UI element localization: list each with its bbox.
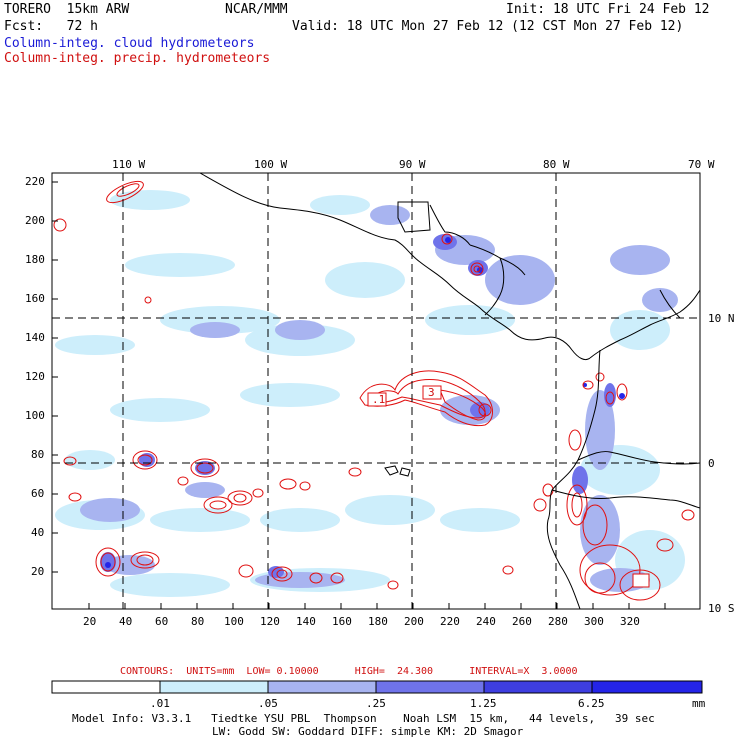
colorbar-label-625: 6.25 xyxy=(578,697,605,710)
y-tick-marks xyxy=(52,181,58,573)
lon-label-80w: 80 W xyxy=(543,158,570,171)
colorbar-label-005: .05 xyxy=(258,697,278,710)
lon-label-90w: 90 W xyxy=(399,158,426,171)
y-tick-120: 120 xyxy=(25,370,45,383)
colorbar-label-001: .01 xyxy=(150,697,170,710)
y-tick-220: 220 xyxy=(25,175,45,188)
x-tick-220: 220 xyxy=(440,615,460,628)
x-tick-80: 80 xyxy=(191,615,205,628)
x-tick-160: 160 xyxy=(332,615,352,628)
x-tick-280: 280 xyxy=(548,615,568,628)
x-tick-240: 240 xyxy=(476,615,496,628)
x-tick-100: 100 xyxy=(224,615,244,628)
precip-contours xyxy=(53,180,695,601)
coastlines xyxy=(199,173,700,609)
contour-label-1: .1 xyxy=(372,393,386,406)
lat-label-0: 0 xyxy=(708,457,715,470)
x-tick-40: 40 xyxy=(119,615,133,628)
y-tick-180: 180 xyxy=(25,253,45,266)
x-tick-140: 140 xyxy=(296,615,316,628)
x-tick-marks xyxy=(88,603,666,609)
x-tick-320: 320 xyxy=(620,615,640,628)
init-time: Init: 18 UTC Fri 24 Feb 12 xyxy=(506,2,710,17)
lon-label-100w: 100 W xyxy=(254,158,288,171)
x-tick-20: 20 xyxy=(83,615,97,628)
lat-lon-grid xyxy=(52,173,700,609)
x-tick-60: 60 xyxy=(155,615,169,628)
y-tick-140: 140 xyxy=(25,331,45,344)
footer-model-info: Model Info: V3.3.1 Tiedtke YSU PBL Thomp… xyxy=(72,712,655,725)
y-tick-60: 60 xyxy=(31,487,45,500)
x-tick-300: 300 xyxy=(584,615,604,628)
contour-label-box-3 xyxy=(632,573,650,588)
y-tick-40: 40 xyxy=(31,526,45,539)
lat-label-10s: 10 S xyxy=(708,602,735,615)
organization: NCAR/MMM xyxy=(225,2,288,17)
contour-info: CONTOURS: UNITS=mm LOW= 0.10000 HIGH= 24… xyxy=(120,666,578,677)
colorbar-label-025: .25 xyxy=(366,697,386,710)
legend-precip: Column-integ. precip. hydrometeors xyxy=(4,51,271,66)
x-tick-180: 180 xyxy=(368,615,388,628)
colorbar-units: mm xyxy=(692,697,706,710)
plot-frame xyxy=(51,172,701,610)
y-tick-200: 200 xyxy=(25,214,45,227)
footer-physics: LW: Godd SW: Goddard DIFF: simple KM: 2D… xyxy=(212,725,524,738)
y-tick-160: 160 xyxy=(25,292,45,305)
x-tick-260: 260 xyxy=(512,615,532,628)
y-tick-20: 20 xyxy=(31,565,45,578)
lon-label-70w: 70 W xyxy=(688,158,715,171)
legend-cloud: Column-integ. cloud hydrometeors xyxy=(4,36,255,51)
y-tick-80: 80 xyxy=(31,448,45,461)
model-name: TORERO 15km ARW xyxy=(4,2,130,17)
contour-label-box-2 xyxy=(422,385,442,400)
x-tick-120: 120 xyxy=(260,615,280,628)
valid-time: Valid: 18 UTC Mon 27 Feb 12 (12 CST Mon … xyxy=(292,19,684,34)
y-tick-100: 100 xyxy=(25,409,45,422)
forecast-hour: Fcst: 72 h xyxy=(4,19,98,34)
lon-label-110w: 110 W xyxy=(112,158,146,171)
x-tick-200: 200 xyxy=(404,615,424,628)
contour-label-box-1 xyxy=(367,392,387,407)
colorbar xyxy=(51,680,703,694)
contour-label-2: 3 xyxy=(428,386,435,399)
lat-label-10n: 10 N xyxy=(708,312,735,325)
colorbar-label-125: 1.25 xyxy=(470,697,497,710)
